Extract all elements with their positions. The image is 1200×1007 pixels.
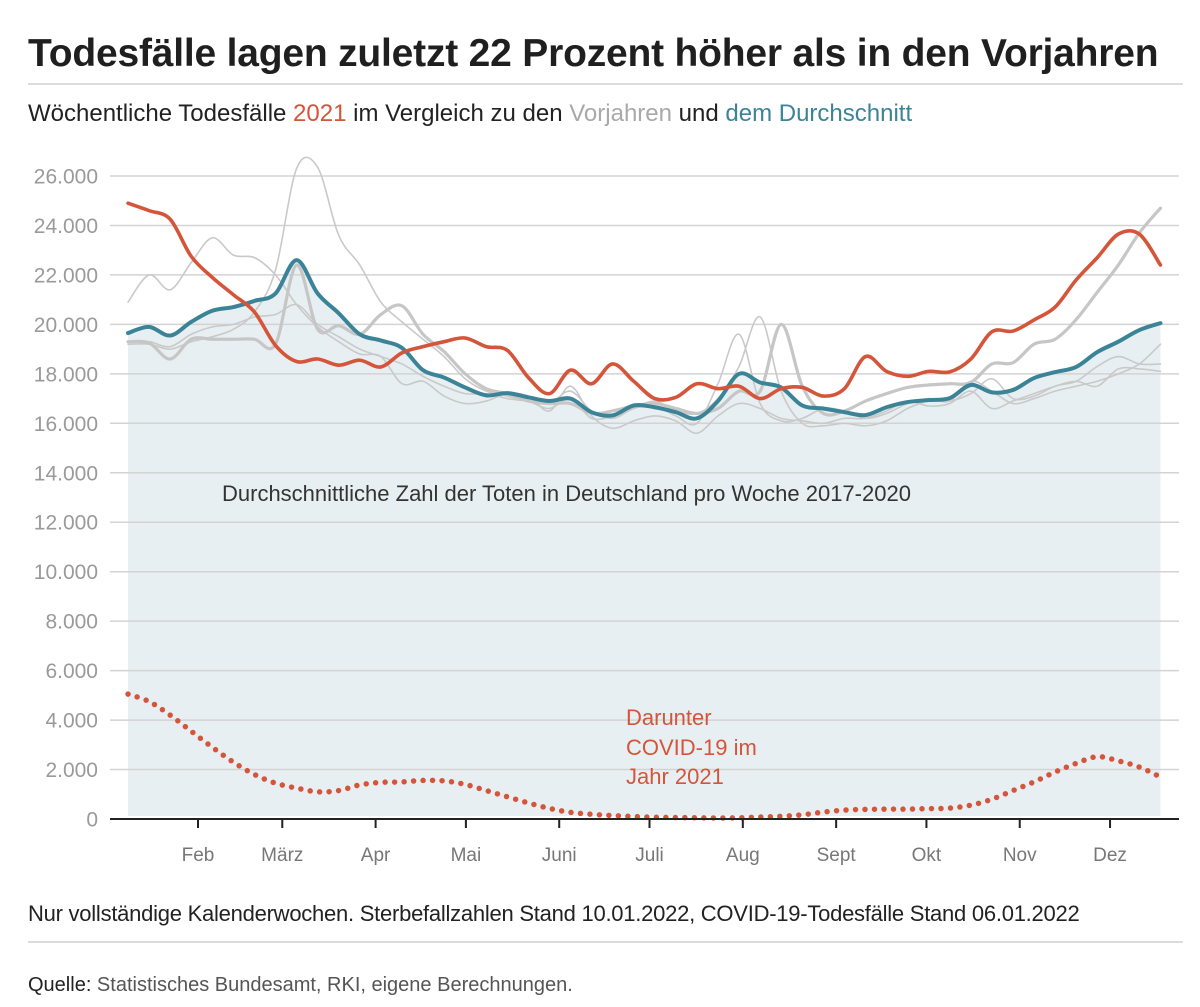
footnote: Nur vollständige Kalenderwochen. Sterbef… — [28, 901, 1080, 926]
y-tick-label: 8.000 — [45, 611, 98, 634]
annotation-covid-line: COVID-19 im — [626, 735, 757, 760]
annotation-covid-line: Jahr 2021 — [626, 764, 724, 789]
divider — [28, 941, 1183, 943]
chart-subtitle: Wöchentliche Todesfälle 2021 im Vergleic… — [28, 102, 912, 126]
source-text: Statistisches Bundesamt, RKI, eigene Ber… — [91, 974, 573, 996]
x-tick-label: Aug — [726, 845, 760, 866]
annotations: Durchschnittliche Zahl der Toten in Deut… — [222, 481, 911, 789]
series-line-primary-5 — [126, 201, 1163, 402]
divider — [28, 83, 1183, 85]
subtitle-highlight-2021: 2021 — [293, 100, 347, 127]
y-axis-labels: 0 2.000 4.000 6.000 8.000 10.000 12.000 14.000 1… — [34, 166, 98, 832]
x-axis: Feb März Apr Mai Juni Juli Aug Sept Okt Nov Dez — [110, 818, 1179, 866]
x-tick-label: Juni — [542, 845, 577, 866]
y-tick-label: 12.000 — [34, 512, 98, 535]
y-tick-label: 18.000 — [34, 363, 98, 386]
source-line: Quelle: Statistisches Bundesamt, RKI, ei… — [28, 975, 573, 995]
x-tick-label: Okt — [912, 845, 942, 866]
average-area — [128, 260, 1161, 817]
x-tick-label: Juli — [635, 845, 664, 866]
subtitle-highlight-average: dem Durchschnitt — [725, 100, 913, 127]
y-tick-label: 0 — [86, 809, 98, 832]
subtitle-highlight-previous-years: Vorjahren — [569, 100, 672, 127]
series-line-dotted-6 — [125, 691, 1164, 821]
subtitle-text: und — [671, 100, 726, 127]
y-tick-label: 6.000 — [45, 660, 98, 683]
source-label: Quelle: — [28, 974, 92, 996]
y-tick-label: 4.000 — [45, 710, 98, 733]
x-tick-label: Dez — [1093, 845, 1127, 866]
x-tick-label: Mai — [451, 845, 482, 866]
x-tick-label: März — [261, 845, 303, 866]
x-tick-label: Apr — [361, 845, 391, 866]
y-tick-label: 16.000 — [34, 413, 98, 436]
y-tick-label: 14.000 — [34, 462, 98, 485]
gridlines — [110, 175, 1179, 771]
y-tick-label: 20.000 — [34, 314, 98, 337]
x-tick-label: Nov — [1003, 845, 1037, 866]
x-tick-label: Feb — [182, 845, 215, 866]
y-tick-label: 22.000 — [34, 264, 98, 287]
y-tick-label: 2.000 — [45, 759, 98, 782]
average-area-layer — [128, 260, 1161, 817]
annotation-average: Durchschnittliche Zahl der Toten in Deut… — [222, 481, 911, 506]
annotation-covid-line: Darunter — [626, 705, 712, 730]
series-layer — [125, 156, 1164, 821]
chart-title: Todesfälle lagen zuletzt 22 Prozent höhe… — [28, 32, 1159, 75]
subtitle-text: Wöchentliche Todesfälle — [28, 100, 294, 127]
y-tick-label: 26.000 — [34, 166, 98, 189]
subtitle-text: im Vergleich zu den — [346, 100, 570, 127]
y-tick-label: 24.000 — [34, 215, 98, 238]
y-tick-label: 10.000 — [34, 561, 98, 584]
series-line-previous-0 — [127, 237, 1162, 435]
x-tick-label: Sept — [817, 845, 857, 866]
series-line-average-4 — [126, 258, 1163, 421]
